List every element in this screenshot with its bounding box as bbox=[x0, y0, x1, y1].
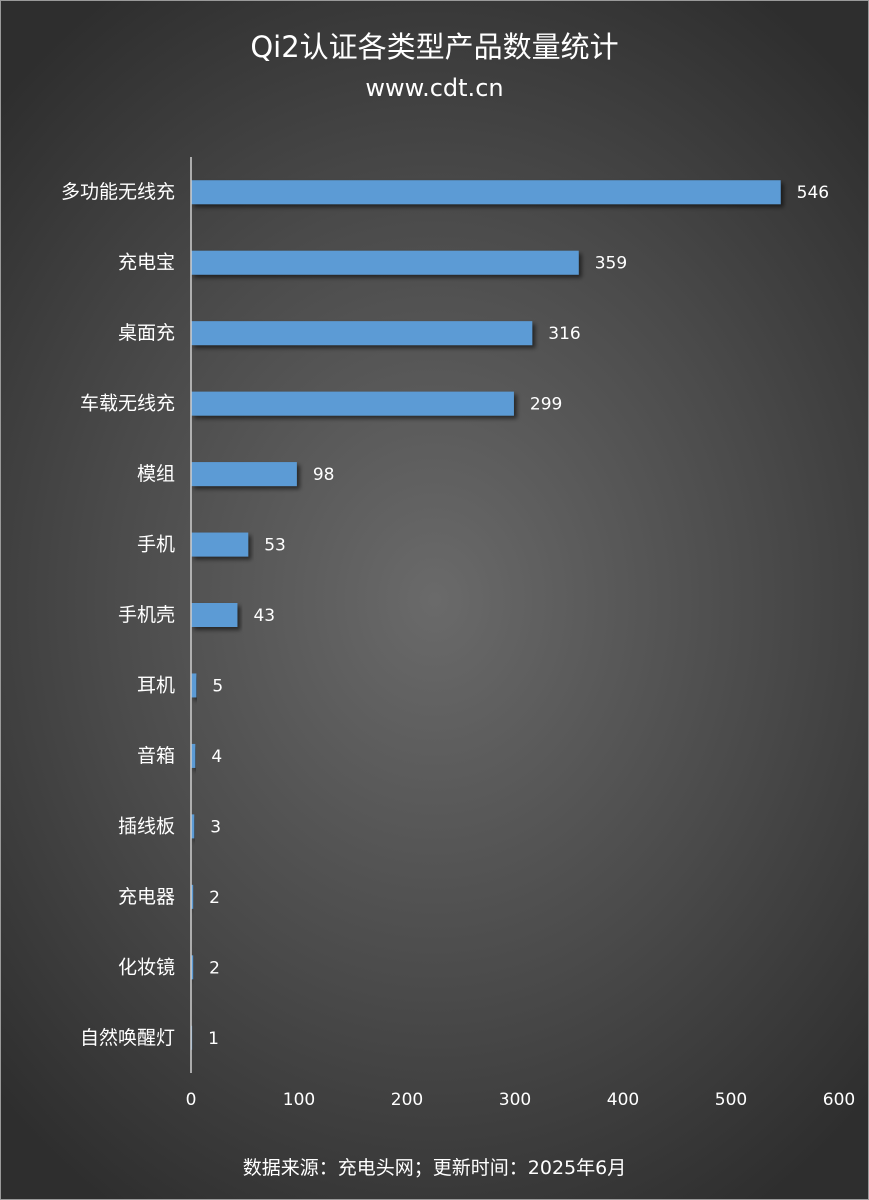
data-label: 3 bbox=[210, 817, 221, 837]
category-label: 手机 bbox=[137, 534, 175, 556]
bar bbox=[191, 743, 196, 768]
bar bbox=[191, 884, 194, 909]
category-label: 多功能无线充 bbox=[61, 181, 175, 203]
category-label: 插线板 bbox=[118, 815, 175, 837]
bar bbox=[191, 462, 297, 487]
category-label: 化妆镜 bbox=[118, 956, 175, 978]
chart-subtitle: www.cdt.cn bbox=[365, 74, 504, 102]
category-label: 车载无线充 bbox=[80, 393, 175, 415]
category-label: 自然唤醒灯 bbox=[80, 1027, 175, 1049]
bar bbox=[191, 673, 197, 698]
bar bbox=[191, 955, 194, 980]
data-label: 546 bbox=[797, 183, 829, 203]
x-tick-label: 300 bbox=[499, 1090, 531, 1110]
chart-title: Qi2认证各类型产品数量统计 bbox=[250, 30, 619, 64]
data-label: 2 bbox=[209, 888, 220, 908]
x-tick-label: 100 bbox=[283, 1090, 315, 1110]
data-label: 299 bbox=[530, 395, 562, 415]
bar bbox=[191, 532, 249, 557]
category-label: 桌面充 bbox=[118, 322, 175, 344]
data-label: 2 bbox=[209, 958, 220, 978]
category-label: 充电宝 bbox=[118, 252, 175, 274]
category-label: 耳机 bbox=[137, 674, 175, 696]
bar bbox=[191, 321, 533, 346]
bar bbox=[191, 250, 579, 275]
data-label: 4 bbox=[211, 747, 222, 767]
x-tick-label: 400 bbox=[607, 1090, 639, 1110]
category-label: 模组 bbox=[137, 463, 175, 485]
data-label: 359 bbox=[595, 254, 627, 274]
x-tick-label: 0 bbox=[186, 1090, 197, 1110]
data-label: 316 bbox=[548, 324, 580, 344]
category-label: 音箱 bbox=[137, 745, 175, 767]
data-label: 98 bbox=[313, 465, 335, 485]
x-tick-label: 500 bbox=[715, 1090, 747, 1110]
chart-footer-source: 数据来源：充电头网；更新时间：2025年6月 bbox=[242, 1157, 627, 1179]
bar bbox=[191, 391, 514, 416]
x-tick-label: 200 bbox=[391, 1090, 423, 1110]
bar bbox=[191, 180, 781, 205]
category-label: 手机壳 bbox=[118, 604, 175, 626]
category-label: 充电器 bbox=[118, 886, 175, 908]
data-label: 5 bbox=[212, 676, 223, 696]
data-label: 43 bbox=[253, 606, 275, 626]
bar bbox=[191, 603, 238, 627]
data-label: 1 bbox=[208, 1029, 219, 1049]
x-tick-label: 600 bbox=[823, 1090, 855, 1110]
data-label: 53 bbox=[264, 536, 286, 556]
bar bbox=[191, 814, 195, 839]
